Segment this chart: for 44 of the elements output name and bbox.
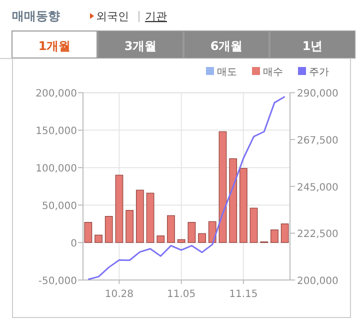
y2-tick-label: 200,000: [297, 276, 338, 287]
text: 외국인: [96, 10, 129, 23]
text: 3개월: [124, 39, 157, 53]
x-tick-label: 11.05: [167, 289, 196, 300]
bar: [167, 215, 175, 243]
bar: [115, 174, 124, 243]
bar: [198, 233, 206, 243]
y-tick-label: 50,000: [42, 201, 77, 212]
y2-tick-label: 222,500: [297, 229, 338, 240]
bar: [240, 168, 248, 243]
bar: [208, 221, 216, 243]
bar: [177, 239, 186, 243]
text: 1개월: [38, 39, 71, 53]
text: 6개월: [210, 39, 243, 53]
legend-label: 매수: [263, 67, 283, 78]
bar: [250, 208, 258, 243]
y-tick-label: -50,000: [38, 276, 77, 287]
bar: [84, 222, 92, 243]
x-tick-label: 11.15: [229, 289, 258, 300]
bar: [104, 216, 113, 243]
y2-tick-label: 267,500: [297, 136, 338, 147]
bar: [218, 131, 227, 243]
bar: [146, 192, 154, 243]
chart-title: 매매동향: [12, 9, 60, 23]
bar: [126, 210, 134, 243]
legend-label: 매도: [217, 67, 237, 78]
y2-tick-label: 290,000: [297, 88, 338, 100]
y-tick-label: 200,000: [36, 88, 77, 100]
bar: [280, 224, 289, 243]
y-tick-label: 150,000: [36, 126, 77, 138]
bar: [270, 230, 278, 243]
bar: [188, 222, 196, 243]
y-tick-label: 100,000: [36, 164, 77, 175]
text: 기관: [145, 10, 167, 23]
bar: [156, 235, 165, 243]
x-tick-label: 10.28: [104, 289, 134, 300]
y2-tick-label: 245,000: [297, 182, 338, 194]
y-tick-label: 0: [70, 238, 77, 250]
line-series: [87, 96, 286, 280]
bar: [94, 234, 102, 243]
bar: [136, 190, 144, 243]
bar: [229, 158, 237, 243]
text: 1년: [302, 39, 323, 53]
legend-label: 주가: [309, 67, 329, 78]
